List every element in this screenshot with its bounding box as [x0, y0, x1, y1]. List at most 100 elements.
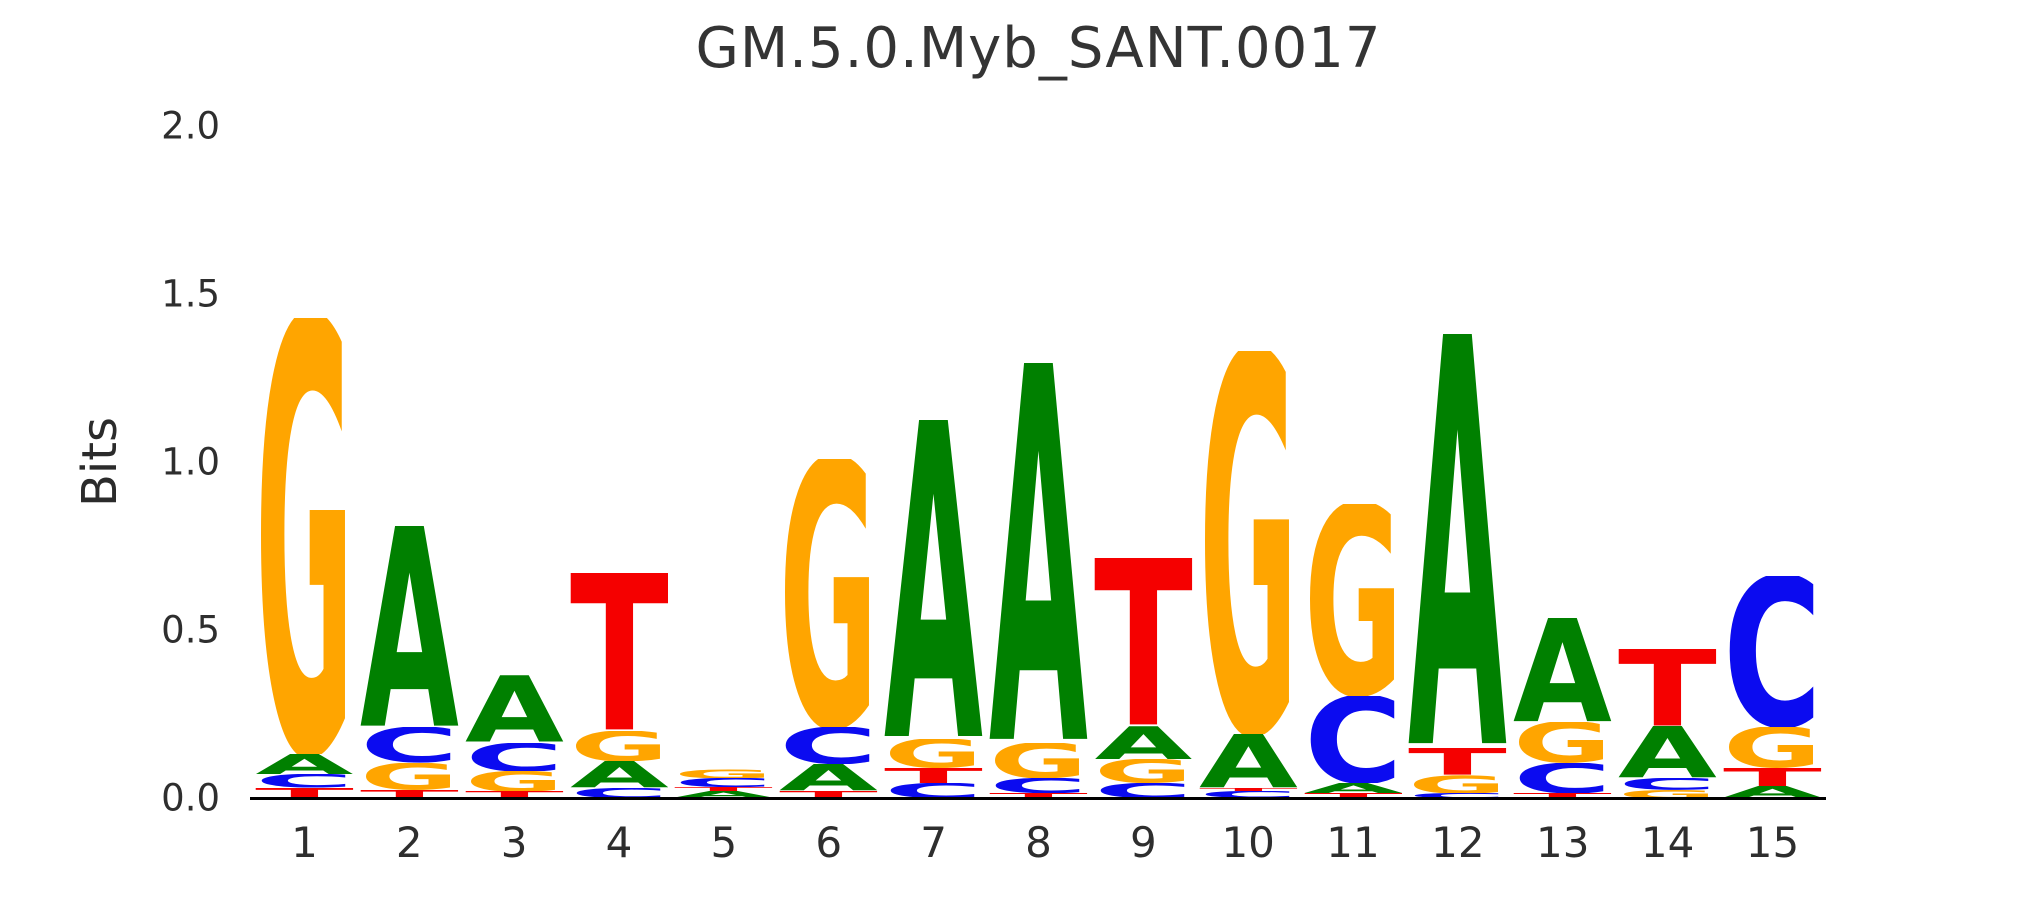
svg-text:G: G	[884, 739, 983, 768]
svg-text:A: A	[884, 420, 983, 739]
svg-text:T: T	[570, 573, 669, 731]
x-tick-label: 11	[1326, 818, 1380, 867]
svg-text:G: G	[1094, 759, 1193, 783]
svg-text:T: T	[1094, 558, 1193, 726]
logo-letter-G: G	[255, 318, 354, 755]
svg-text:G: G	[1304, 504, 1403, 696]
logo-letter-G: G	[989, 743, 1088, 778]
logo-letter-T: T	[465, 791, 564, 798]
svg-text:A: A	[255, 754, 354, 774]
logo-letter-G: G	[1094, 759, 1193, 783]
x-tick-label: 2	[395, 818, 423, 867]
chart-title: GM.5.0.Myb_SANT.0017	[695, 16, 1382, 81]
svg-text:T: T	[1723, 768, 1822, 786]
svg-text:G: G	[1618, 790, 1717, 798]
logo-letter-T: T	[1094, 558, 1193, 726]
svg-text:G: G	[360, 763, 459, 790]
svg-text:G: G	[1513, 722, 1612, 762]
logo-letter-T: T	[1199, 788, 1298, 791]
logo-letter-T: T	[884, 768, 983, 783]
x-tick-label: 7	[920, 818, 947, 867]
logo-letter-G: G	[465, 771, 564, 791]
x-tick-label: 8	[1025, 818, 1052, 867]
y-tick-label: 2.0	[161, 104, 220, 148]
svg-text:A: A	[1094, 726, 1193, 760]
svg-text:A: A	[1304, 783, 1403, 793]
svg-text:G: G	[570, 731, 669, 761]
svg-text:T: T	[1513, 793, 1612, 798]
svg-text:A: A	[1618, 726, 1717, 778]
y-tick-label: 1.0	[161, 440, 220, 484]
logo-letter-C: C	[1618, 778, 1717, 790]
logo-letter-G: G	[360, 763, 459, 790]
svg-text:A: A	[674, 791, 773, 798]
logo-letter-A: A	[1513, 618, 1612, 722]
logo-letter-T: T	[360, 790, 459, 798]
svg-text:C: C	[779, 727, 878, 764]
svg-text:T: T	[884, 768, 983, 783]
logo-letter-T: T	[570, 573, 669, 731]
svg-text:C: C	[570, 788, 669, 798]
x-tick-label: 3	[500, 818, 528, 867]
svg-text:T: T	[779, 791, 878, 798]
svg-text:A: A	[465, 675, 564, 742]
svg-text:A: A	[1513, 618, 1612, 722]
svg-text:G: G	[674, 769, 773, 778]
svg-text:T: T	[1408, 748, 1507, 775]
svg-text:G: G	[1408, 775, 1507, 793]
x-axis-ticks: 1 2 3 4 5 6 7 8 9 10 11 12 13 14 15	[252, 818, 1825, 878]
y-tick-label: 0.0	[161, 776, 220, 820]
logo-letter-T: T	[989, 793, 1088, 798]
y-tick-label: 0.5	[161, 608, 220, 652]
logo-letter-G: G	[1304, 504, 1403, 696]
logo-letter-G: G	[1199, 351, 1298, 734]
logo-letter-T: T	[1513, 793, 1612, 798]
svg-text:C: C	[1618, 778, 1717, 790]
logo-letter-C: C	[1513, 763, 1612, 793]
x-tick-label: 9	[1129, 818, 1157, 867]
svg-text:C: C	[1094, 783, 1193, 798]
logo-letter-C: C	[1408, 793, 1507, 798]
x-tick-label: 4	[605, 818, 633, 867]
svg-text:C: C	[884, 783, 983, 798]
logo-letter-G: G	[1408, 775, 1507, 793]
logo-letter-G: G	[884, 739, 983, 768]
logo-letter-C: C	[570, 788, 669, 798]
logo-letter-C: C	[1094, 783, 1193, 798]
logo-letter-C: C	[674, 778, 773, 787]
logo-letter-A: A	[360, 526, 459, 728]
svg-text:A: A	[779, 764, 878, 791]
x-tick-label: 13	[1536, 818, 1590, 867]
svg-text:G: G	[989, 743, 1088, 778]
logo-letter-C: C	[989, 778, 1088, 793]
logo-letter-G: G	[1618, 790, 1717, 798]
x-tick-label: 6	[815, 818, 843, 867]
svg-text:A: A	[1408, 334, 1507, 747]
logo-letter-A: A	[465, 675, 564, 742]
logo-letter-T: T	[674, 787, 773, 791]
svg-text:C: C	[1199, 791, 1298, 798]
svg-text:T: T	[255, 788, 354, 798]
logo-letter-C: C	[1199, 791, 1298, 798]
logo-letter-A: A	[1408, 334, 1507, 747]
svg-text:C: C	[674, 778, 773, 787]
x-tick-label: 12	[1431, 818, 1485, 867]
svg-text:T: T	[465, 791, 564, 798]
logo-letter-A: A	[255, 754, 354, 774]
logo-letter-A: A	[674, 791, 773, 798]
logo-letter-G: G	[779, 459, 878, 728]
x-tick-label: 5	[710, 818, 738, 867]
logo-letter-C: C	[779, 727, 878, 764]
svg-text:A: A	[1199, 734, 1298, 788]
svg-text:A: A	[1723, 786, 1822, 798]
svg-text:T: T	[360, 790, 459, 798]
logo-letter-C: C	[465, 743, 564, 772]
logo-letter-A: A	[1618, 726, 1717, 778]
svg-text:G: G	[779, 459, 878, 728]
